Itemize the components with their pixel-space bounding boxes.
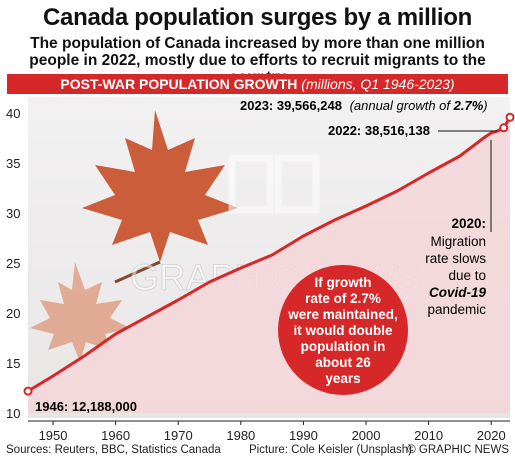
x-tick-label: 1960 bbox=[101, 428, 130, 440]
x-tick-label: 2020 bbox=[477, 428, 506, 440]
y-tick-label: 25 bbox=[6, 256, 20, 271]
x-tick-label: 1990 bbox=[289, 428, 318, 440]
maple-leaf-small-icon bbox=[30, 262, 130, 362]
annotation-2020: 2020: Migration rate slows due to Covid-… bbox=[425, 216, 486, 317]
bubble-text-line: population in bbox=[301, 339, 386, 354]
maple-leaf-icon bbox=[82, 110, 238, 284]
footer-sources: Sources: Reuters, BBC, Statistics Canada bbox=[6, 444, 221, 456]
annotation-1946: 1946: 12,188,000 bbox=[35, 399, 137, 414]
annotation-2020-l3: due to bbox=[448, 268, 486, 283]
annotation-2023-note: (annual growth of bbox=[350, 98, 454, 113]
x-tick-label: 2010 bbox=[414, 428, 443, 440]
y-tick-label: 35 bbox=[6, 156, 20, 171]
bubble-text-line: were maintained, bbox=[287, 307, 398, 322]
chart-subtitle: The population of Canada increased by mo… bbox=[29, 35, 486, 86]
bubble-text-line: about 26 bbox=[315, 355, 371, 370]
annotation-2020-head: 2020: bbox=[451, 216, 486, 231]
footer-copyright: © GRAPHIC NEWS bbox=[407, 444, 509, 456]
y-tick-label: 10 bbox=[6, 406, 20, 421]
bubble-text-line: years bbox=[325, 371, 360, 386]
axes: 10 15 20 25 30 35 40 1950 1960 1970 1980 1990 2000 20… bbox=[6, 106, 510, 440]
annotation-2022: 2022: 38,516,138 bbox=[328, 123, 430, 138]
annotation-2023-rate: 2.7% bbox=[453, 98, 484, 113]
x-tick-label: 1950 bbox=[39, 428, 68, 440]
chart-title: Canada population surges by a million bbox=[43, 4, 472, 31]
data-point bbox=[23, 386, 33, 396]
y-tick-label: 20 bbox=[6, 306, 20, 321]
series-line bbox=[27, 116, 512, 393]
annotation-2023: 2023: 39,566,248 (annual growth of 2.7%) bbox=[240, 98, 488, 113]
annotation-2020-l1: Migration bbox=[430, 234, 486, 249]
y-tick-label: 30 bbox=[6, 206, 20, 221]
y-tick-label: 40 bbox=[6, 106, 20, 121]
x-tick-label: 2000 bbox=[352, 428, 381, 440]
data-point bbox=[499, 123, 509, 133]
annotation-2023-close: ) bbox=[481, 98, 487, 113]
bubble-circle bbox=[278, 265, 408, 395]
annotation-2020-l5: pandemic bbox=[427, 302, 486, 317]
bubble-text-line: rate of 2.7% bbox=[305, 291, 381, 306]
data-point bbox=[505, 112, 515, 122]
y-tick-label: 15 bbox=[6, 356, 20, 371]
annotation-2020-l4: Covid-19 bbox=[429, 285, 487, 300]
footer-picture: Picture: Cole Keisler (Unsplash) bbox=[249, 444, 412, 456]
x-tick-label: 1980 bbox=[226, 428, 255, 440]
x-tick-label: 1970 bbox=[164, 428, 193, 440]
annotation-2023-value: 2023: 39,566,248 bbox=[240, 98, 342, 113]
population-chart: GRAPHIC NEWS 101520253035401950196019701… bbox=[6, 97, 515, 440]
banner-main: POST-WAR POPULATION GROWTH bbox=[60, 76, 298, 92]
bubble-text-line: it would double bbox=[294, 323, 393, 338]
bubble-text-line: If growth bbox=[315, 275, 372, 290]
banner-sub: (millions, Q1 1946-2023) bbox=[301, 76, 455, 92]
chart-banner: POST-WAR POPULATION GROWTH (millions, Q1… bbox=[7, 74, 508, 94]
annotation-2020-l2: rate slows bbox=[425, 251, 486, 266]
